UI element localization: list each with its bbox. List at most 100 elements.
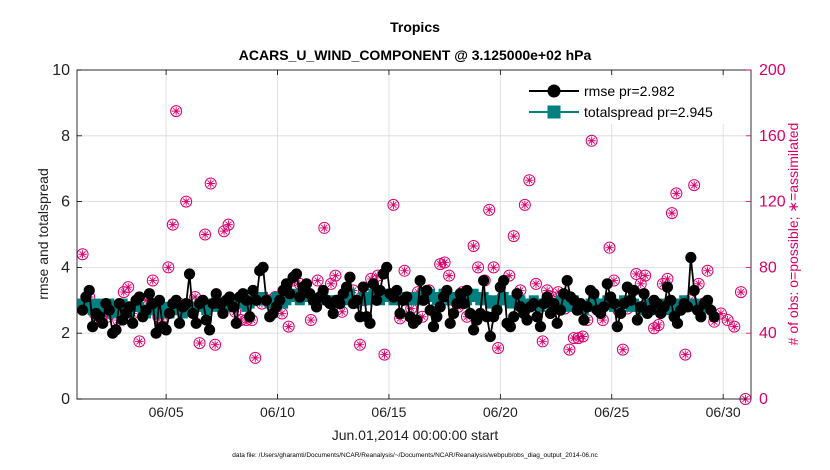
rmse-point [681, 301, 694, 313]
obs-point [199, 228, 212, 241]
obs-asterisk [418, 312, 427, 321]
obs-asterisk [694, 279, 703, 289]
obs-point [180, 195, 193, 208]
obs-point [652, 318, 665, 331]
rmse-point [531, 311, 543, 323]
y-right-tick-label: 160 [759, 128, 786, 145]
obs-point [701, 264, 714, 277]
rmse-point [441, 284, 453, 297]
obs-circle [529, 277, 542, 290]
rmse-point [300, 278, 313, 290]
x-tick-label: 06/25 [594, 404, 629, 420]
obs-point [721, 314, 734, 327]
obs-point [639, 269, 652, 282]
rmse-point [598, 301, 610, 313]
rmse-point [478, 274, 490, 287]
obs-asterisk [326, 279, 336, 289]
obs-asterisk [542, 286, 552, 295]
rmse-point [310, 301, 323, 313]
obs-circle [492, 342, 505, 355]
obs-point [162, 261, 175, 274]
rmse-point [554, 304, 567, 316]
obs-asterisk [380, 350, 389, 359]
rmse-point [127, 317, 139, 329]
rmse-point [290, 268, 303, 280]
legend-rmse-marker [547, 84, 561, 98]
rmse-point [701, 294, 714, 306]
obs-point [483, 203, 496, 216]
obs-asterisk [730, 322, 739, 331]
obs-point [170, 105, 183, 118]
rmse-point [414, 274, 426, 287]
obs-asterisk [407, 304, 416, 313]
rmse-point [447, 307, 460, 320]
obs-asterisk [618, 345, 628, 354]
obs-point [616, 343, 629, 356]
obs-asterisk [168, 220, 178, 229]
obs-asterisk [525, 176, 534, 185]
rmse-point [468, 324, 480, 336]
obs-asterisk [355, 340, 365, 349]
rmse-point [511, 288, 523, 300]
obs-point [193, 337, 206, 350]
obs-point [166, 218, 179, 231]
plot-frame [76, 69, 752, 400]
rmse-point [200, 314, 212, 326]
totalspread-point [84, 298, 95, 309]
y-right-axis-label: # of obs: o=possible; ∗=assimilated [785, 123, 801, 346]
obs-point [353, 338, 366, 351]
obs-asterisk [554, 287, 563, 297]
totalspread-point [344, 288, 355, 299]
obs-circle [282, 320, 295, 333]
obs-asterisk [171, 106, 181, 116]
obs-circle [670, 187, 683, 200]
obs-asterisk [313, 276, 322, 285]
rmse-point [491, 304, 503, 316]
obs-circle [329, 269, 342, 282]
rmse-point [688, 284, 700, 297]
obs-point [487, 261, 500, 274]
obs-point [443, 269, 456, 282]
obs-circle [146, 274, 159, 287]
obs-circle [443, 269, 456, 282]
obs-asterisk [224, 220, 233, 229]
rmse-point [364, 317, 376, 329]
obs-circle [170, 105, 183, 118]
obs-point [507, 230, 520, 243]
obs-point [670, 187, 683, 200]
rmse-point [628, 284, 640, 297]
obs-point [378, 348, 391, 361]
obs-circle [162, 261, 175, 274]
rmse-point [578, 314, 590, 326]
rmse-point [588, 288, 600, 300]
obs-point [133, 335, 146, 348]
obs-circle [204, 177, 217, 190]
obs-asterisk [473, 263, 483, 272]
rmse-point [461, 284, 473, 297]
rmse-point [484, 330, 496, 343]
obs-asterisk [578, 332, 587, 341]
obs-asterisk [195, 338, 204, 348]
obs-point [688, 179, 701, 192]
rmse-point [661, 281, 674, 293]
y-tick-label: 6 [61, 194, 70, 211]
obs-point [630, 267, 643, 280]
obs-asterisk [703, 266, 712, 275]
rmse-point [581, 301, 593, 313]
rmse-point [210, 288, 222, 300]
obs-asterisk [337, 307, 347, 317]
obs-circle [536, 335, 549, 348]
obs-point [665, 207, 678, 220]
obs-circle [665, 207, 678, 220]
rmse-point [190, 317, 202, 329]
obs-asterisk [663, 274, 672, 284]
obs-asterisk [636, 279, 645, 289]
obs-asterisk [141, 296, 151, 305]
rmse-point [327, 307, 339, 320]
obs-asterisk [569, 333, 579, 343]
rmse-point [394, 307, 406, 320]
obs-circle [679, 348, 692, 361]
rmse-point [250, 294, 262, 306]
obs-asterisk [469, 241, 478, 251]
rmse-point [638, 288, 650, 300]
